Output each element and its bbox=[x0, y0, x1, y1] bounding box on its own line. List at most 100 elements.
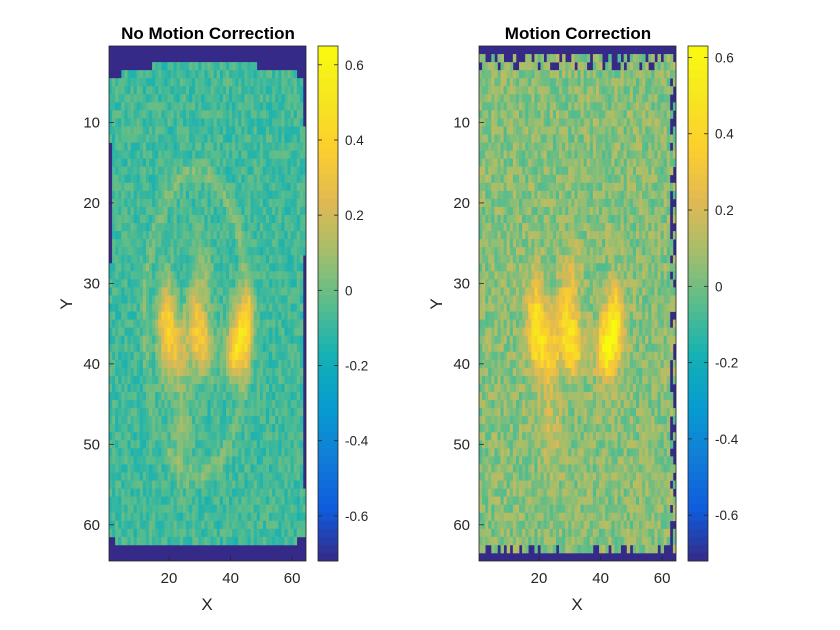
heatmap-cell bbox=[247, 488, 251, 497]
heatmap-cell bbox=[118, 239, 122, 248]
heatmap-cell bbox=[170, 400, 174, 409]
heatmap-cell bbox=[657, 94, 661, 103]
heatmap-cell bbox=[112, 327, 116, 337]
heatmap-cell bbox=[626, 134, 631, 143]
heatmap-cell bbox=[155, 134, 159, 143]
heatmap-cell bbox=[626, 174, 631, 184]
heatmap-cell bbox=[546, 110, 551, 119]
heatmap-cell bbox=[170, 480, 174, 489]
heatmap-cell bbox=[238, 134, 242, 143]
heatmap-cell bbox=[250, 392, 255, 401]
heatmap-cell bbox=[232, 367, 236, 377]
heatmap-cell bbox=[195, 456, 199, 465]
heatmap-cell bbox=[192, 416, 196, 425]
heatmap-cell bbox=[225, 174, 230, 184]
heatmap-cell bbox=[192, 400, 196, 409]
heatmap-cell bbox=[479, 158, 483, 168]
heatmap-cell bbox=[663, 54, 668, 63]
heatmap-cell bbox=[299, 158, 304, 168]
heatmap-cell bbox=[645, 78, 649, 87]
heatmap-cell bbox=[112, 206, 116, 216]
heatmap-cell bbox=[145, 166, 150, 176]
heatmap-cell bbox=[167, 464, 171, 473]
heatmap-cell bbox=[256, 118, 261, 127]
heatmap-cell bbox=[198, 504, 202, 514]
heatmap-cell bbox=[232, 512, 236, 522]
heatmap-cell bbox=[213, 94, 218, 103]
heatmap-cell bbox=[167, 247, 171, 256]
heatmap-cell bbox=[238, 343, 242, 353]
heatmap-cell bbox=[253, 343, 258, 353]
heatmap-cell bbox=[204, 311, 208, 320]
heatmap-cell bbox=[269, 512, 273, 522]
heatmap-cell bbox=[626, 166, 631, 176]
heatmap-cell bbox=[149, 335, 153, 345]
heatmap-cell bbox=[225, 279, 230, 288]
heatmap-cell bbox=[648, 126, 652, 135]
heatmap-cell bbox=[109, 134, 113, 143]
heatmap-cell bbox=[179, 118, 184, 127]
heatmap-cell bbox=[296, 512, 301, 522]
heatmap-cell bbox=[210, 392, 215, 401]
heatmap-cell bbox=[179, 62, 184, 71]
heatmap-cell bbox=[666, 62, 671, 71]
heatmap-cell bbox=[287, 400, 291, 409]
heatmap-cell bbox=[216, 86, 221, 95]
heatmap-cell bbox=[235, 271, 239, 280]
heatmap-cell bbox=[213, 432, 218, 441]
heatmap-cell bbox=[250, 536, 255, 546]
heatmap-cell bbox=[130, 392, 134, 401]
heatmap-cell bbox=[142, 150, 147, 160]
heatmap-cell bbox=[195, 295, 199, 304]
heatmap-cell bbox=[176, 110, 181, 119]
heatmap-cell bbox=[290, 359, 295, 369]
heatmap-cell bbox=[599, 134, 603, 143]
heatmap-cell bbox=[275, 424, 279, 433]
heatmap-cell bbox=[118, 158, 122, 168]
heatmap-cell bbox=[155, 223, 159, 232]
heatmap-cell bbox=[247, 271, 251, 280]
heatmap-cell bbox=[232, 343, 236, 353]
y-tick-label: 20 bbox=[83, 195, 100, 212]
heatmap-cell bbox=[118, 287, 122, 296]
heatmap-cell bbox=[660, 70, 665, 79]
heatmap-cell bbox=[189, 496, 193, 506]
heatmap-cell bbox=[290, 303, 295, 312]
heatmap-cell bbox=[299, 231, 304, 240]
heatmap-cell bbox=[121, 110, 125, 119]
heatmap-cell bbox=[299, 174, 304, 184]
heatmap-cell bbox=[155, 190, 159, 200]
heatmap-cell bbox=[219, 375, 224, 385]
heatmap-cell bbox=[229, 102, 233, 111]
heatmap-cell bbox=[109, 86, 113, 95]
heatmap-cell bbox=[213, 335, 218, 345]
heatmap-cell bbox=[235, 367, 239, 377]
heatmap-cell bbox=[272, 223, 276, 232]
heatmap-cell bbox=[250, 295, 255, 304]
heatmap-cell bbox=[170, 206, 174, 216]
heatmap-cell bbox=[164, 504, 168, 514]
heatmap-cell bbox=[182, 536, 187, 546]
heatmap-cell bbox=[158, 416, 162, 425]
heatmap-cell bbox=[133, 327, 138, 337]
heatmap-cell bbox=[185, 464, 190, 473]
heatmap-cell bbox=[229, 392, 233, 401]
heatmap-cell bbox=[565, 94, 569, 103]
heatmap-cell bbox=[265, 150, 270, 160]
heatmap-cell bbox=[182, 190, 187, 200]
heatmap-cell bbox=[645, 150, 649, 160]
heatmap-cell bbox=[161, 327, 165, 337]
heatmap-cell bbox=[167, 198, 171, 208]
heatmap-cell bbox=[235, 223, 239, 232]
heatmap-cell bbox=[568, 102, 572, 111]
heatmap-cell bbox=[136, 351, 141, 361]
heatmap-cell bbox=[515, 166, 520, 176]
heatmap-cell bbox=[262, 255, 267, 264]
heatmap-cell bbox=[265, 182, 270, 192]
heatmap-cell bbox=[296, 408, 301, 417]
heatmap-cell bbox=[537, 158, 541, 168]
heatmap-cell bbox=[528, 62, 532, 71]
heatmap-cell bbox=[222, 158, 227, 168]
heatmap-cell bbox=[185, 62, 190, 71]
heatmap-cell bbox=[170, 311, 174, 320]
